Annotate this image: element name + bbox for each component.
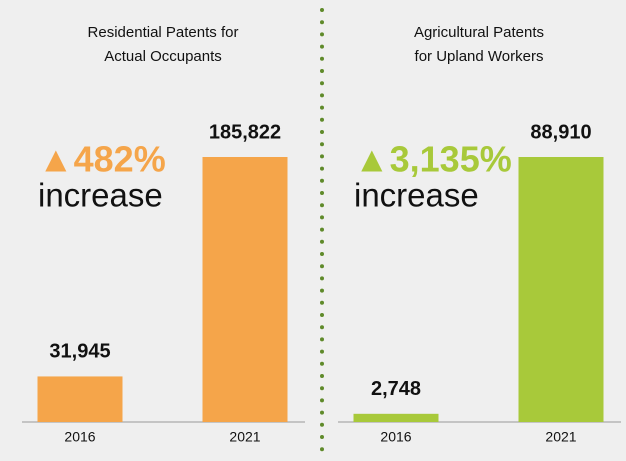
x-tick-label: 2021: [545, 429, 576, 445]
chart-title: Agricultural Patents: [414, 24, 544, 41]
chart-title: Residential Patents for: [88, 24, 239, 41]
bar: [202, 157, 288, 422]
chart-title: Actual Occupants: [104, 48, 222, 65]
bar: [37, 376, 123, 422]
x-tick-label: 2021: [229, 429, 260, 445]
increase-percent: ▲482%: [38, 139, 166, 180]
value-label: 2,748: [371, 378, 421, 400]
x-tick-label: 2016: [380, 429, 411, 445]
x-tick-label: 2016: [64, 429, 95, 445]
value-label: 31,945: [49, 341, 110, 363]
value-label: 88,910: [530, 121, 591, 143]
increase-label: increase: [38, 177, 163, 214]
increase-percent: ▲3,135%: [354, 139, 512, 180]
chart-title: for Upland Workers: [415, 48, 544, 65]
increase-label: increase: [354, 177, 479, 214]
bar: [353, 413, 439, 422]
value-label: 185,822: [209, 121, 281, 143]
bar: [518, 157, 604, 422]
